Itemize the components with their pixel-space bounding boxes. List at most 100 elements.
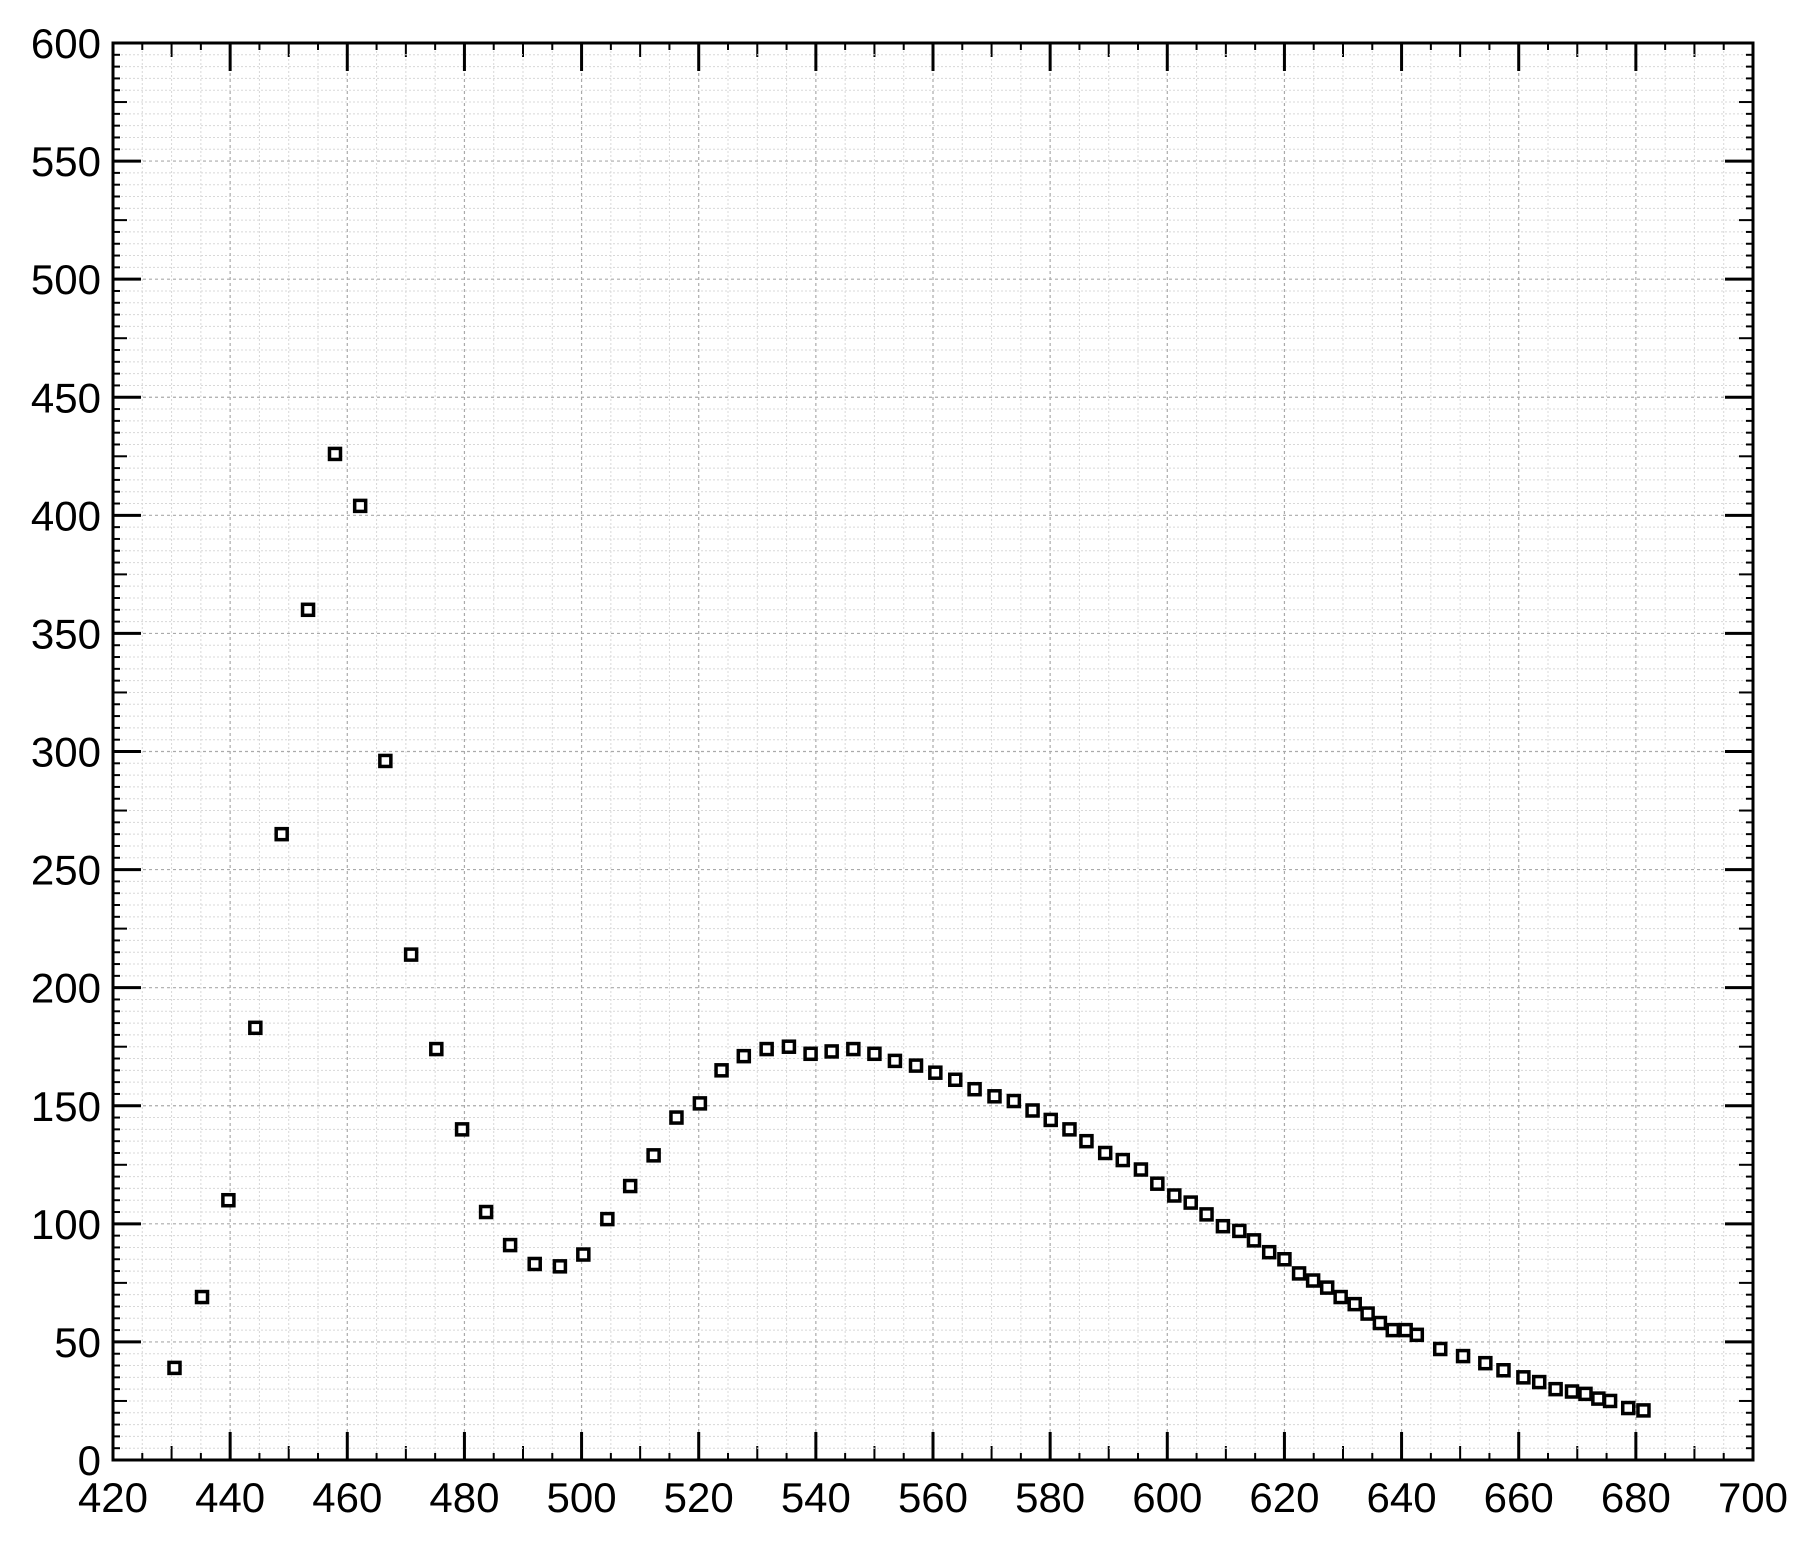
- point: [527, 1256, 542, 1272]
- point: [429, 1041, 444, 1057]
- point: [352, 498, 368, 514]
- point: [887, 1053, 903, 1069]
- point: [1097, 1145, 1113, 1161]
- point: [274, 826, 289, 842]
- point: [1531, 1374, 1547, 1390]
- point: [692, 1096, 708, 1111]
- point: [600, 1211, 615, 1227]
- x-tick-label: 660: [1484, 1474, 1554, 1521]
- point: [1291, 1266, 1307, 1281]
- point: [1183, 1195, 1198, 1210]
- point: [1602, 1393, 1618, 1409]
- point: [1516, 1370, 1531, 1385]
- y-tick-label: 350: [31, 610, 101, 657]
- point: [378, 753, 393, 769]
- point: [1079, 1133, 1094, 1149]
- point: [1232, 1223, 1247, 1239]
- y-tick-label: 300: [31, 729, 101, 776]
- x-tick-label: 640: [1367, 1474, 1437, 1521]
- point: [478, 1204, 494, 1220]
- point: [1496, 1363, 1511, 1378]
- point: [403, 947, 419, 962]
- y-tick-label: 550: [31, 138, 101, 185]
- point: [1215, 1218, 1231, 1234]
- x-tick-label: 700: [1718, 1474, 1788, 1521]
- point: [1150, 1176, 1165, 1191]
- x-tick-label: 420: [78, 1474, 148, 1521]
- point: [1319, 1280, 1335, 1295]
- y-tick-label: 150: [31, 1083, 101, 1130]
- x-tick-label: 680: [1601, 1474, 1671, 1521]
- point: [1133, 1162, 1149, 1177]
- x-tick-label: 620: [1249, 1474, 1319, 1521]
- y-tick-label: 250: [31, 847, 101, 894]
- point: [1305, 1273, 1321, 1288]
- x-tick-label: 500: [547, 1474, 617, 1521]
- point: [646, 1148, 661, 1163]
- point: [300, 602, 316, 618]
- point: [1409, 1327, 1425, 1343]
- point: [1246, 1233, 1262, 1248]
- point: [1277, 1252, 1292, 1267]
- y-tick-label: 450: [31, 374, 101, 421]
- point: [1636, 1403, 1651, 1418]
- point: [1372, 1315, 1388, 1331]
- point: [1261, 1244, 1277, 1260]
- point: [1398, 1322, 1413, 1338]
- point: [803, 1046, 818, 1062]
- point: [1167, 1188, 1182, 1203]
- point: [1025, 1103, 1040, 1118]
- point: [908, 1058, 924, 1073]
- point: [1115, 1152, 1131, 1168]
- point: [1578, 1386, 1593, 1402]
- point: [1360, 1306, 1375, 1321]
- point: [1548, 1381, 1563, 1397]
- point: [759, 1041, 774, 1057]
- point: [327, 446, 343, 462]
- point: [1062, 1122, 1077, 1137]
- y-tick-label: 0: [78, 1437, 101, 1484]
- y-tick-label: 500: [31, 256, 101, 303]
- point: [167, 1360, 182, 1376]
- x-tick-label: 480: [429, 1474, 499, 1521]
- point: [1564, 1384, 1580, 1399]
- point: [1385, 1322, 1401, 1338]
- y-tick-label: 400: [31, 492, 101, 539]
- point: [867, 1046, 882, 1062]
- point: [987, 1089, 1002, 1104]
- plot-frame: [111, 41, 1755, 1462]
- point: [928, 1065, 943, 1080]
- y-tick-label: 50: [54, 1319, 101, 1366]
- point: [622, 1178, 638, 1194]
- point: [824, 1044, 839, 1059]
- point: [1043, 1112, 1058, 1128]
- point: [948, 1072, 963, 1088]
- point: [669, 1110, 684, 1125]
- point: [1199, 1207, 1214, 1222]
- point: [736, 1048, 752, 1064]
- x-tick-label: 600: [1132, 1474, 1202, 1521]
- point: [1333, 1289, 1348, 1305]
- point: [221, 1192, 236, 1208]
- point: [1432, 1341, 1448, 1357]
- x-tick-label: 560: [898, 1474, 968, 1521]
- point: [552, 1259, 568, 1274]
- point: [502, 1237, 518, 1253]
- x-tick-label: 460: [312, 1474, 382, 1521]
- point: [967, 1081, 982, 1097]
- point: [1455, 1348, 1471, 1364]
- x-tick-label: 440: [195, 1474, 265, 1521]
- y-tick-label: 200: [31, 965, 101, 1012]
- point: [781, 1039, 797, 1054]
- point: [846, 1041, 861, 1057]
- point: [1620, 1400, 1636, 1416]
- point: [194, 1289, 210, 1305]
- x-tick-label: 540: [781, 1474, 851, 1521]
- y-tick-label: 100: [31, 1201, 101, 1248]
- point: [248, 1020, 263, 1036]
- point: [1591, 1391, 1606, 1406]
- point: [1347, 1296, 1362, 1312]
- x-tick-label: 580: [1015, 1474, 1085, 1521]
